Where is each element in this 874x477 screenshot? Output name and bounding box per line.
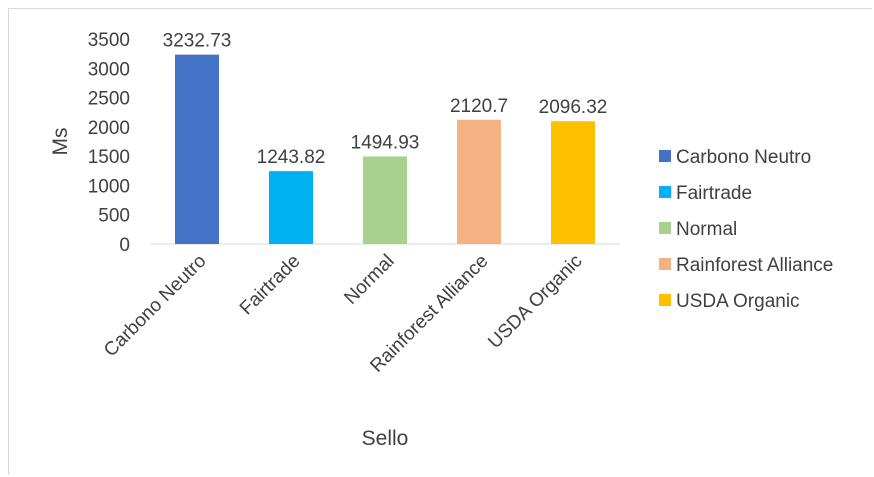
x-tick-label: Normal	[340, 251, 398, 309]
x-tick-label: Carbono Neutro	[100, 251, 210, 361]
y-tick-label: 500	[98, 206, 130, 227]
x-tick-label: Fairtrade	[236, 251, 305, 320]
chart-frame	[8, 8, 872, 475]
legend-swatch	[659, 150, 671, 162]
y-tick-label: 1000	[88, 176, 130, 197]
data-labels: 3232.73 1243.82 1494.93 2120.7 2096.32	[163, 31, 608, 168]
legend-label: Normal	[676, 219, 737, 240]
bars	[175, 54, 595, 244]
data-label: 2120.7	[450, 96, 508, 117]
y-tick-label: 3000	[88, 59, 130, 80]
y-tick-label: 2000	[88, 118, 130, 139]
data-label: 1243.82	[257, 147, 326, 168]
legend: Carbono Neutro Fairtrade Normal Rainforest …	[659, 147, 833, 312]
legend-label: Fairtrade	[676, 183, 752, 204]
x-axis-title: Sello	[362, 427, 409, 450]
bar	[269, 171, 313, 244]
bar	[551, 121, 595, 244]
x-axis-ticks: Carbono Neutro Fairtrade NormalRainforest …	[100, 251, 586, 377]
legend-label: Carbono Neutro	[676, 147, 811, 168]
bar	[175, 54, 219, 244]
y-tick-label: 1500	[88, 147, 130, 168]
y-tick-label: 0	[119, 235, 130, 256]
y-axis-title: Ms	[49, 128, 72, 156]
y-tick-label: 2500	[88, 89, 130, 110]
legend-swatch	[659, 186, 671, 198]
legend-swatch	[659, 258, 671, 270]
bar	[363, 156, 407, 244]
legend-swatch	[659, 222, 671, 234]
x-tick-label: USDA Organic	[484, 251, 586, 353]
legend-swatch	[659, 294, 671, 306]
legend-label: USDA Organic	[676, 291, 800, 312]
bar	[457, 119, 501, 244]
data-label: 1494.93	[351, 132, 420, 153]
data-label: 3232.73	[163, 31, 232, 52]
legend-label: Rainforest Alliance	[676, 255, 833, 276]
y-tick-label: 3500	[88, 30, 130, 51]
data-label: 2096.32	[539, 97, 608, 118]
y-axis-ticks: 0 500 1000 1500 2000 2500 3000 3500	[88, 30, 130, 256]
